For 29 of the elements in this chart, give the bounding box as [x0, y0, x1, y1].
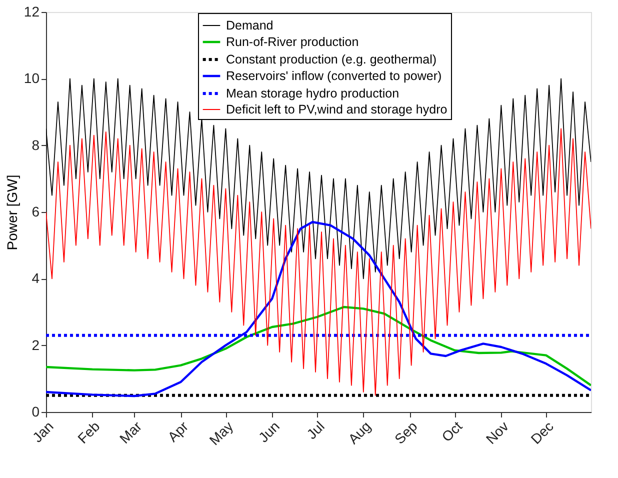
x-tick-label: May — [206, 418, 236, 448]
legend-label: Constant production (e.g. geothermal) — [226, 52, 437, 66]
x-tick-label: Feb — [74, 418, 103, 446]
x-tick-label: Oct — [438, 418, 466, 445]
legend-label: Demand — [226, 18, 274, 32]
x-tick-label: Sep — [391, 418, 420, 448]
y-tick-label: 6 — [32, 204, 40, 220]
x-tick-label: Jul — [303, 418, 328, 442]
x-tick-label: Apr — [164, 418, 192, 445]
line-series — [46, 306, 591, 386]
y-tick-label: 4 — [32, 270, 40, 286]
y-tick-label: 0 — [32, 404, 40, 420]
y-tick-label: 2 — [32, 336, 40, 353]
line-series — [46, 128, 591, 396]
y-tick-label: 10 — [24, 70, 40, 86]
line-series — [46, 220, 591, 398]
y-tick-label: 8 — [32, 136, 40, 153]
legend-label: Reservoirs' inflow (converted to power) — [226, 69, 442, 83]
x-tick-label: Jan — [29, 418, 56, 446]
legend-label: Run-of-River production — [226, 35, 359, 49]
legend-label: Deficit left to PV,wind and storage hydro — [226, 102, 448, 116]
y-tick-label: 12 — [24, 4, 40, 20]
x-tick-label: Dec — [528, 418, 556, 448]
y-axis-title: Power [GW] — [4, 174, 20, 250]
x-tick-label: Mar — [116, 418, 145, 446]
x-tick-label: Jun — [255, 418, 282, 446]
x-tick-label: Nov — [482, 418, 512, 448]
x-tick-label: Aug — [344, 418, 374, 448]
legend-label: Mean storage hydro production — [226, 86, 400, 100]
